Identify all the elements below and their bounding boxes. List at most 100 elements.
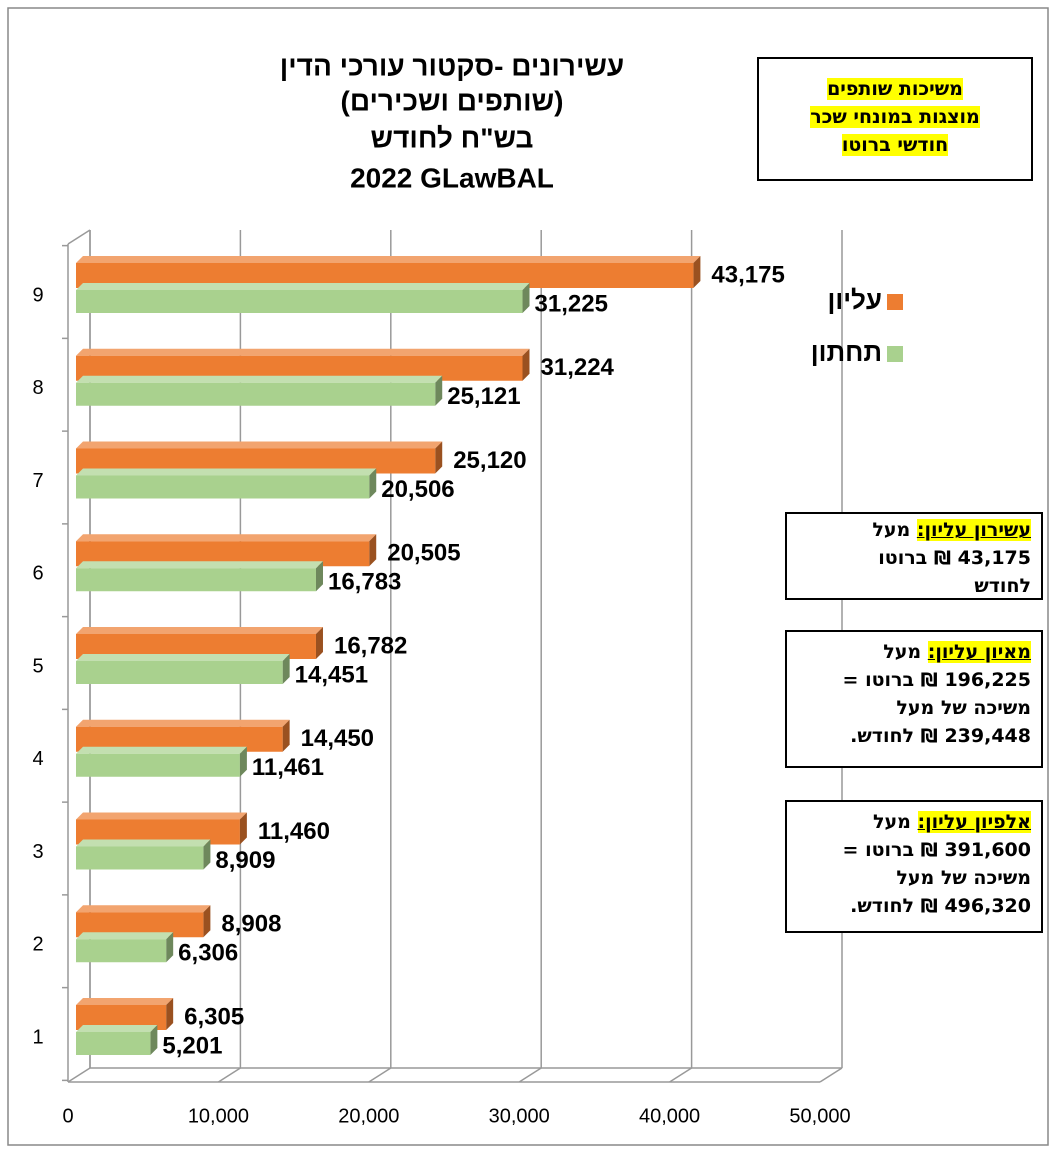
- bar-side: [315, 627, 323, 659]
- x-tick-label: 10,000: [188, 1105, 249, 1127]
- bar-front: [76, 290, 523, 313]
- y-tick-label: 1: [32, 1026, 43, 1048]
- bar-top: [76, 932, 174, 940]
- grid-line: [67, 1067, 91, 1083]
- bar-front: [76, 568, 316, 592]
- value-label: 8,908: [221, 911, 281, 938]
- note-line: מעל: [883, 641, 922, 663]
- title-line: עשירונים -סקטור עורכי הדין: [280, 50, 625, 81]
- note-line: 43,175 ₪ ברוטו: [878, 547, 1031, 569]
- bar-front: [76, 382, 436, 406]
- bar-side: [150, 1025, 158, 1055]
- note-box: אלפיון עליון: מעל 391,600 ₪ ברוטו = משיכ…: [785, 800, 1043, 933]
- bar-top: [76, 654, 290, 661]
- note-highlight: מאיון עליון:: [927, 641, 1031, 663]
- bar-front: [76, 846, 204, 870]
- grid-line: [819, 1067, 843, 1083]
- bar-top: [76, 468, 377, 476]
- note-box: מאיון עליון: מעל 196,225 ₪ ברוטו = משיכה…: [785, 630, 1043, 768]
- x-tick-label: 0: [62, 1105, 73, 1127]
- value-label: 25,121: [447, 383, 520, 410]
- note-line: מעל: [872, 519, 911, 541]
- note-line: לחודש: [974, 575, 1031, 597]
- note-line: משיכה של מעל: [896, 867, 1031, 889]
- bar-front: [76, 1032, 151, 1055]
- grid-line: [217, 1067, 241, 1083]
- value-label: 6,305: [184, 1003, 244, 1030]
- bar-top: [76, 534, 377, 542]
- value-label: 14,451: [295, 661, 368, 688]
- bar-side: [369, 534, 377, 567]
- legend-swatch: [887, 294, 903, 310]
- bar-side: [166, 998, 174, 1030]
- bar-side: [522, 348, 530, 381]
- value-label: 8,909: [215, 847, 275, 874]
- bar-top: [76, 719, 290, 727]
- bar-top: [76, 839, 211, 847]
- y-tick-label: 2: [32, 934, 43, 956]
- note-line: חודשי ברוטו: [841, 134, 949, 156]
- title-line: (שותפים ושכירים): [341, 85, 564, 116]
- bar-front: [76, 475, 370, 499]
- title-line: בש"ח לחודש: [371, 122, 534, 153]
- y-tick-label: 7: [32, 470, 43, 492]
- note-box: משיכות שותפים מוצגות במונחי שכר חודשי בר…: [757, 57, 1033, 181]
- value-label: 6,306: [178, 940, 238, 967]
- title-line: 2022 GLawBAL: [350, 162, 554, 193]
- y-tick-label: 3: [32, 841, 43, 863]
- bar-front: [76, 753, 240, 777]
- bar: [76, 839, 211, 870]
- legend-label: תחתון: [811, 337, 882, 367]
- value-label: 5,201: [162, 1032, 222, 1059]
- value-label: 20,505: [387, 540, 460, 567]
- bar-side: [203, 839, 211, 870]
- value-label: 20,506: [381, 476, 454, 503]
- bar-side: [435, 375, 443, 406]
- bar-top: [76, 561, 323, 569]
- bar-side: [435, 441, 443, 474]
- bar: [76, 468, 377, 499]
- y-tick-label: 5: [32, 655, 43, 677]
- bar-side: [203, 905, 211, 938]
- value-label: 43,175: [711, 261, 784, 288]
- value-label: 31,225: [535, 290, 608, 317]
- bar-front: [76, 939, 167, 963]
- value-label: 11,460: [258, 818, 330, 845]
- note-highlight: אלפיון עליון:: [917, 811, 1031, 833]
- value-label: 16,783: [328, 569, 401, 596]
- note-box: עשירון עליון: מעל 43,175 ₪ ברוטו לחודש: [785, 512, 1043, 600]
- bar: [76, 746, 247, 777]
- value-label: 14,450: [301, 725, 374, 752]
- bar-top: [76, 998, 174, 1005]
- bar-side: [282, 719, 290, 752]
- bar-top: [76, 627, 323, 634]
- bar-side: [522, 283, 530, 313]
- bar-top: [76, 812, 247, 820]
- note-line: משיכה של מעל: [896, 697, 1031, 719]
- bar-top: [76, 256, 701, 263]
- bar: [76, 1025, 158, 1055]
- axis-line: [67, 229, 91, 245]
- bar-top: [76, 1025, 158, 1032]
- note-line: 196,225 ₪ ברוטו =: [842, 669, 1031, 691]
- grid-line: [518, 1067, 542, 1083]
- bar: [76, 283, 530, 313]
- note-line: 496,320 ₪ לחודש.: [850, 895, 1031, 917]
- bar-front: [76, 661, 283, 684]
- bar-side: [315, 561, 323, 592]
- note-line: 391,600 ₪ ברוטו =: [842, 839, 1031, 861]
- legend-swatch: [887, 346, 903, 362]
- value-label: 11,461: [252, 754, 324, 781]
- note-line: מעל: [873, 811, 911, 833]
- x-tick-label: 30,000: [489, 1105, 550, 1127]
- bar-top: [76, 283, 530, 290]
- bar-side: [239, 746, 247, 777]
- bar-side: [369, 468, 377, 499]
- grid-line: [368, 1067, 392, 1083]
- x-tick-label: 50,000: [789, 1105, 850, 1127]
- note-line: משיכות שותפים: [827, 78, 963, 100]
- legend-label: עליון: [828, 285, 882, 315]
- y-tick-label: 8: [32, 377, 43, 399]
- bar-top: [76, 348, 530, 356]
